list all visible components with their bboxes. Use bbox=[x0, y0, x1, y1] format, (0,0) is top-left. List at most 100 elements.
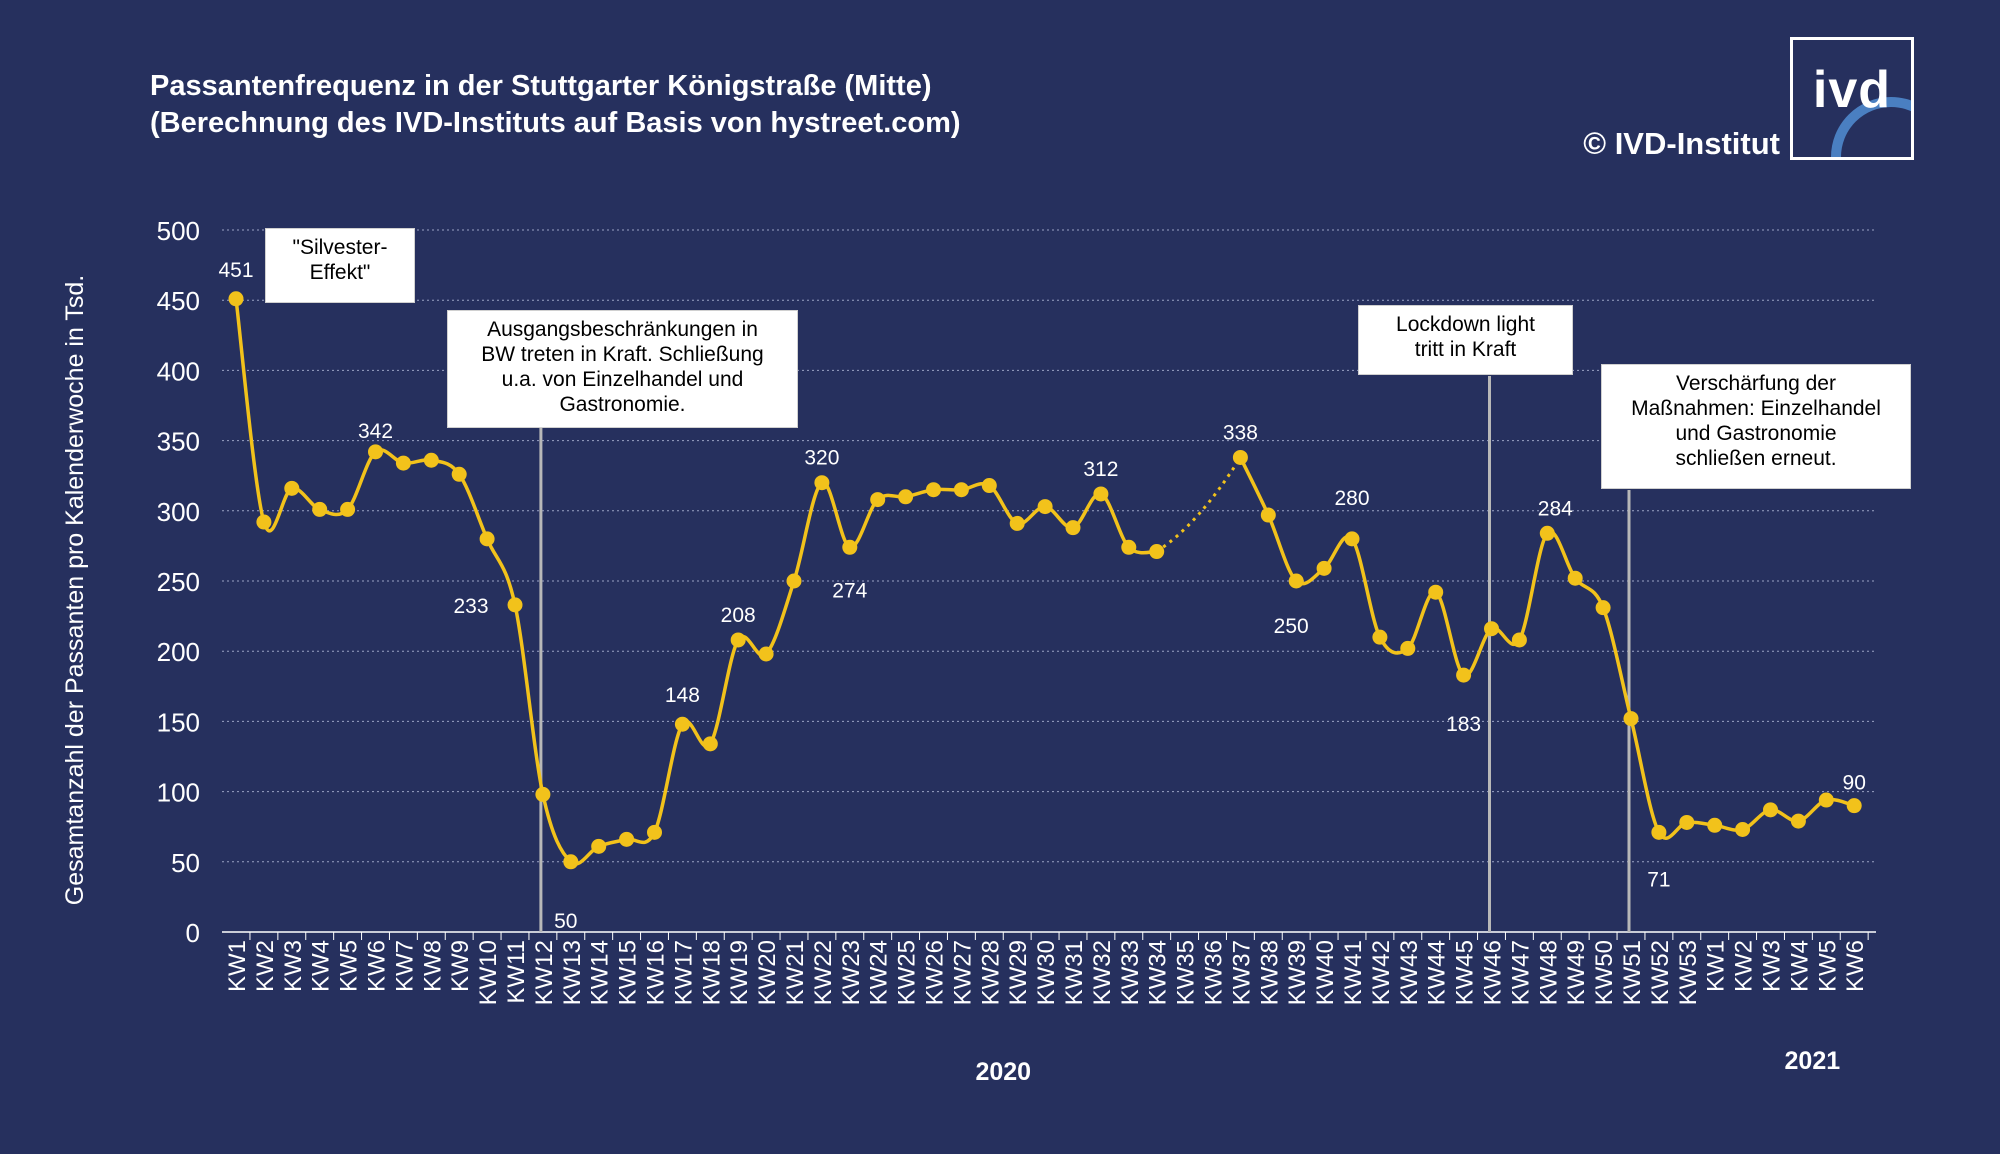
x-axis: KW1 KW2 KW3 KW4 KW5 KW6 KW7 KW8 KW9 KW10 KW11 KW12 K… bbox=[224, 932, 1869, 1005]
data-label: 312 bbox=[1083, 458, 1118, 481]
data-point bbox=[898, 489, 914, 505]
annotation-line: Maßnahmen: Einzelhandel bbox=[1631, 397, 1881, 420]
x-tick-label: KW23 bbox=[838, 940, 865, 1005]
x-tick-label: KW15 bbox=[615, 940, 642, 1005]
data-point bbox=[981, 478, 997, 494]
y-axis-label: Gesamtanzahl der Passanten pro Kalenderw… bbox=[61, 275, 89, 905]
x-tick-label: KW53 bbox=[1675, 940, 1702, 1005]
x-tick-label: KW30 bbox=[1033, 940, 1060, 1005]
x-tick-label: KW43 bbox=[1396, 940, 1423, 1005]
data-point bbox=[1400, 640, 1416, 656]
data-point bbox=[1763, 802, 1778, 818]
y-tick-label: 150 bbox=[157, 707, 200, 737]
annotation-lockdown-light: Lockdown light tritt in Kraft bbox=[1358, 305, 1573, 375]
data-label: 148 bbox=[665, 684, 700, 707]
annotation-line: "Silvester- bbox=[292, 236, 388, 259]
data-point bbox=[1623, 711, 1639, 727]
y-axis: 0 50 100 150 200 250 300 350 400 450 500 bbox=[157, 216, 200, 948]
title-line-2: (Berechnung des IVD-Instituts auf Basis … bbox=[150, 107, 961, 139]
data-point bbox=[1818, 792, 1834, 808]
annotation-line: schließen erneut. bbox=[1675, 447, 1837, 470]
data-point bbox=[842, 539, 858, 555]
x-tick-label: KW29 bbox=[1005, 940, 1032, 1005]
data-point bbox=[1260, 507, 1276, 523]
annotation-verschaerfung: Verschärfung der Maßnahmen: Einzelhandel u… bbox=[1601, 364, 1911, 489]
data-point bbox=[1735, 822, 1751, 838]
data-point bbox=[1065, 520, 1081, 536]
data-labels: 451 342 233 50 148 208 320 274 312 338 250 280 183 28… bbox=[218, 259, 1865, 933]
data-point bbox=[953, 482, 969, 498]
data-point bbox=[702, 736, 718, 752]
data-point bbox=[1288, 573, 1304, 589]
data-point bbox=[1372, 629, 1388, 645]
data-label: 250 bbox=[1274, 615, 1309, 638]
x-tick-label: KW14 bbox=[587, 940, 614, 1005]
x-tick-label: KW8 bbox=[419, 940, 446, 992]
data-point bbox=[1679, 814, 1695, 830]
data-point bbox=[256, 514, 272, 530]
x-tick-label: KW19 bbox=[726, 940, 753, 1005]
year-labels: 2020 2021 bbox=[975, 1047, 1840, 1086]
data-point bbox=[340, 501, 356, 517]
data-point bbox=[228, 291, 244, 307]
annotation-ausgangsbeschraenkungen: Ausgangsbeschränkungen in BW treten in Kr… bbox=[447, 310, 798, 428]
data-point bbox=[1428, 584, 1444, 600]
x-tick-label: KW40 bbox=[1312, 940, 1339, 1005]
x-tick-label: KW18 bbox=[698, 940, 725, 1005]
x-tick-label: KW44 bbox=[1424, 940, 1451, 1005]
annotation-line: Effekt" bbox=[309, 261, 371, 284]
data-point bbox=[1595, 600, 1611, 616]
x-tick-label: KW9 bbox=[447, 940, 474, 992]
data-point bbox=[312, 501, 328, 517]
y-tick-label: 200 bbox=[157, 637, 200, 667]
x-tick-label: KW47 bbox=[1507, 940, 1534, 1005]
data-point bbox=[870, 492, 886, 508]
copyright-text: © IVD-Institut bbox=[1583, 126, 1780, 161]
data-point bbox=[1539, 525, 1555, 541]
x-tick-label: KW31 bbox=[1061, 940, 1088, 1005]
data-point bbox=[1484, 621, 1499, 637]
data-point bbox=[535, 786, 551, 802]
data-label: 233 bbox=[453, 595, 488, 618]
data-label: 280 bbox=[1334, 487, 1369, 510]
y-tick-label: 450 bbox=[157, 286, 200, 316]
x-tick-label: KW41 bbox=[1340, 940, 1367, 1005]
x-tick-label: KW20 bbox=[754, 940, 781, 1005]
data-point bbox=[1707, 817, 1723, 833]
annotation-line: u.a. von Einzelhandel und bbox=[501, 368, 744, 391]
annotation-line: Lockdown light bbox=[1396, 313, 1535, 336]
x-tick-label: KW25 bbox=[894, 940, 921, 1005]
data-point bbox=[507, 597, 523, 613]
y-tick-label: 350 bbox=[157, 427, 200, 457]
x-tick-label: KW4 bbox=[308, 940, 335, 992]
annotation-silvester: "Silvester- Effekt" bbox=[265, 228, 415, 303]
x-tick-label: KW45 bbox=[1452, 940, 1479, 1005]
x-tick-label: KW42 bbox=[1368, 940, 1395, 1005]
x-tick-label: KW46 bbox=[1480, 940, 1507, 1005]
data-label: 274 bbox=[832, 579, 867, 602]
x-tick-label: KW22 bbox=[810, 940, 837, 1005]
x-tick-label: KW34 bbox=[1145, 940, 1172, 1005]
x-tick-label: KW17 bbox=[670, 940, 697, 1005]
data-point bbox=[479, 531, 495, 547]
x-tick-label: KW26 bbox=[922, 940, 949, 1005]
data-point bbox=[1037, 499, 1053, 515]
y-tick-label: 100 bbox=[157, 778, 200, 808]
x-tick-label: KW39 bbox=[1284, 940, 1311, 1005]
x-tick-label: KW24 bbox=[866, 940, 893, 1005]
data-point bbox=[730, 632, 746, 648]
annotation-line: Ausgangsbeschränkungen in bbox=[487, 318, 758, 341]
x-tick-label: KW48 bbox=[1535, 940, 1562, 1005]
data-label: 320 bbox=[804, 447, 839, 470]
missing-data-bridge bbox=[1155, 456, 1242, 553]
data-point bbox=[758, 646, 774, 662]
data-point bbox=[926, 482, 941, 498]
year-label: 2021 bbox=[1785, 1047, 1841, 1075]
x-tick-label: KW21 bbox=[782, 940, 809, 1005]
title-line-1: Passantenfrequenz in der Stuttgarter Kön… bbox=[150, 70, 932, 102]
y-tick-label: 300 bbox=[157, 497, 200, 527]
data-point bbox=[647, 824, 662, 840]
data-label: 90 bbox=[1843, 772, 1866, 795]
data-label: 50 bbox=[554, 910, 577, 933]
